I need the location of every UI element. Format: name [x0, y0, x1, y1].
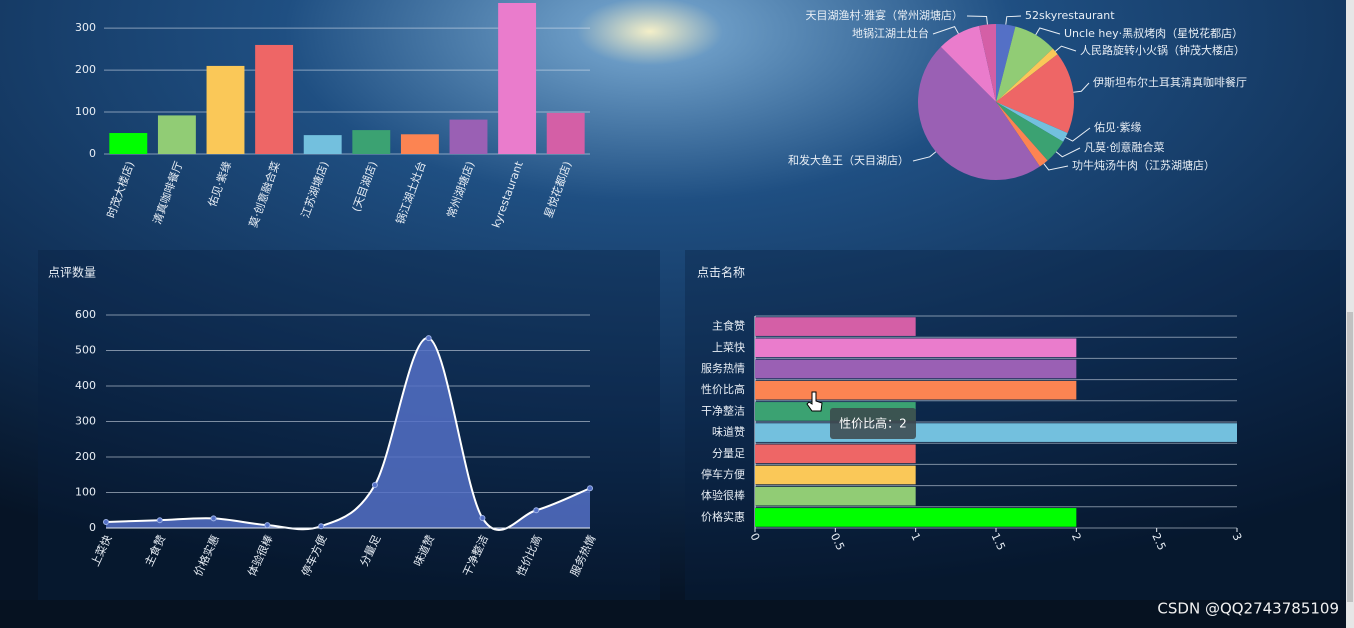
y-tick-label: 价格实惠 [701, 509, 745, 523]
bar [157, 115, 196, 154]
bar [255, 44, 294, 154]
y-tick-label: 上菜快 [712, 341, 745, 354]
chart-title: 点击名称 [697, 265, 745, 280]
y-tick-label: 0 [89, 521, 96, 534]
point [210, 515, 217, 522]
bar [755, 486, 916, 506]
pie-slice [996, 102, 1068, 142]
y-tick-label: 100 [75, 486, 96, 499]
y-tick-label: 400 [75, 379, 96, 392]
watermark: CSDN @QQ2743785109 [1157, 600, 1339, 618]
bar [400, 134, 439, 154]
point [587, 485, 593, 492]
pie-label: 凡莫·创意融合菜 [1084, 140, 1165, 154]
tooltip-text: 性价比高：2 [839, 416, 907, 431]
bar [755, 423, 1237, 442]
y-tick-label: 300 [75, 21, 96, 34]
pie-label: 人民路旋转小火锅（钟茂大楼店） [1080, 43, 1245, 57]
leader-line [1043, 163, 1069, 171]
pie-slice [996, 54, 1074, 133]
leader-line [1035, 27, 1061, 36]
bar [755, 317, 916, 336]
x-tick-label: 0 [748, 531, 763, 543]
y-tick-label: 干净整洁 [701, 403, 745, 417]
bar [498, 3, 537, 154]
pie-slice [996, 26, 1053, 102]
bar [755, 380, 1077, 400]
y-tick-label: 主食赞 [712, 319, 745, 333]
pie-label: 天目湖渔村·雅宴（常州湖塘店） [806, 8, 964, 22]
y-tick-label: 600 [75, 308, 96, 321]
y-tick-label: 停车方便 [701, 467, 745, 481]
y-tick-label: 分量足 [712, 447, 745, 460]
pie-slice [978, 24, 996, 102]
x-tick-label: 2 [1069, 531, 1084, 543]
pie-label: 和发大鱼王（天目湖店） [788, 153, 909, 167]
bar [109, 133, 148, 154]
pie-label: 地锅江湖土灶台 [852, 26, 929, 40]
point [371, 482, 378, 489]
pie-slice [996, 102, 1048, 167]
leader-line [1054, 45, 1077, 52]
scrollbar-thumb[interactable] [1347, 312, 1353, 602]
pie-label: 功牛炖汤牛肉（江苏湖塘店） [1072, 158, 1215, 172]
footer-band [0, 600, 1354, 628]
pie-label: 佑见·紫缘 [1094, 120, 1142, 134]
pie-slice [996, 48, 1058, 102]
point [103, 518, 109, 525]
bar [449, 119, 488, 154]
tooltip: 性价比高：2 [830, 408, 916, 439]
panel [38, 250, 660, 600]
y-tick-label: 100 [75, 105, 96, 118]
pie-slice [917, 46, 1040, 181]
bar [755, 338, 1077, 358]
bar [755, 444, 916, 464]
y-tick-label: 500 [75, 344, 96, 357]
bar [755, 359, 1077, 379]
pie-slice [996, 102, 1064, 161]
y-tick-label: 0 [89, 147, 96, 160]
y-tick-label: 性价比高 [701, 382, 745, 396]
y-tick-label: 300 [75, 415, 96, 428]
point [533, 507, 540, 514]
y-tick-label: 200 [75, 63, 96, 76]
tooltip-box [830, 408, 916, 439]
bar [206, 65, 245, 154]
y-tick-label: 服务热情 [701, 362, 745, 375]
point [425, 335, 432, 342]
cursor [806, 391, 823, 412]
pie-slice [996, 24, 1016, 102]
chart-title: 点评数量 [48, 265, 96, 280]
point [479, 515, 486, 522]
leader-line [966, 15, 988, 25]
y-tick-label: 味道赞 [712, 425, 745, 439]
point [318, 523, 325, 530]
leader-line [1073, 82, 1090, 93]
pie-label: Uncle hey·黑叔烤肉（星悦花都店） [1064, 26, 1243, 40]
bar [546, 112, 585, 154]
leader-line [1065, 127, 1091, 142]
point [156, 517, 163, 524]
x-tick-label: 3 [1230, 531, 1245, 543]
line [105, 337, 591, 531]
point [264, 522, 271, 529]
leader-line [932, 26, 959, 35]
bar [755, 465, 916, 485]
leader-line [912, 151, 937, 162]
y-tick-label: 200 [75, 450, 96, 463]
y-tick-label: 体验很棒 [701, 488, 745, 502]
bar [303, 135, 342, 154]
leader-line [1055, 147, 1081, 158]
x-tick-label: 1 [908, 531, 923, 543]
pie-slice [940, 25, 996, 102]
pie-label: 52skyrestaurant [1025, 9, 1115, 22]
leader-line [1005, 15, 1022, 25]
pie-label: 伊斯坦布尔土耳其清真咖啡餐厅 [1093, 75, 1247, 89]
bar [352, 130, 391, 154]
bar [755, 508, 1077, 527]
